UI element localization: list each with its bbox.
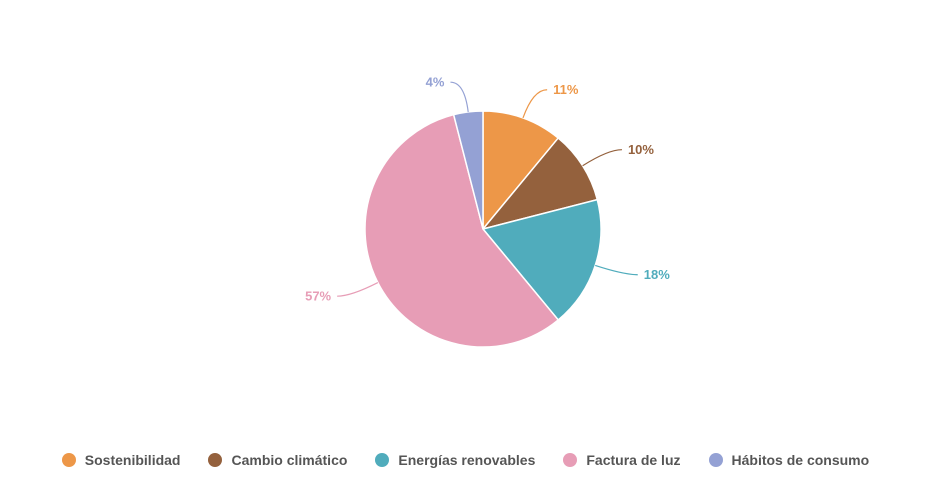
leader-line bbox=[522, 89, 548, 119]
legend-label: Factura de luz bbox=[586, 452, 681, 468]
leader-line bbox=[450, 81, 469, 113]
legend-swatch-icon bbox=[61, 453, 76, 467]
legend-label: Hábitos de consumo bbox=[731, 452, 870, 468]
legend-swatch-icon bbox=[208, 453, 223, 467]
legend-item[interactable]: Cambio climático bbox=[208, 452, 347, 468]
pie-chart: 11% 10% 18% 57% 4% bbox=[305, 75, 670, 348]
legend-item[interactable]: Energías renovables bbox=[375, 452, 535, 468]
legend-label: Cambio climático bbox=[231, 452, 348, 468]
data-label: 11% bbox=[553, 82, 579, 97]
legend-item[interactable]: Hábitos de consumo bbox=[708, 452, 870, 468]
legend-swatch-icon bbox=[563, 453, 578, 467]
legend-swatch-icon bbox=[375, 453, 390, 467]
legend-item[interactable]: Factura de luz bbox=[563, 452, 681, 468]
data-label: 57% bbox=[305, 289, 331, 304]
leader-line bbox=[595, 264, 638, 276]
legend-label: Energías renovables bbox=[398, 452, 536, 468]
legend-item[interactable]: Sostenibilidad bbox=[61, 452, 181, 468]
leader-line bbox=[337, 282, 379, 297]
data-label: 18% bbox=[644, 267, 670, 282]
data-label: 10% bbox=[628, 142, 654, 157]
legend-label: Sostenibilidad bbox=[84, 452, 181, 468]
leader-line bbox=[582, 149, 622, 167]
pie-slice[interactable] bbox=[364, 113, 560, 348]
legend: Sostenibilidad Cambio climático Energías r… bbox=[0, 452, 931, 468]
data-label: 4% bbox=[426, 75, 445, 90]
pie-slice[interactable] bbox=[481, 198, 602, 321]
legend-swatch-icon bbox=[708, 453, 723, 467]
